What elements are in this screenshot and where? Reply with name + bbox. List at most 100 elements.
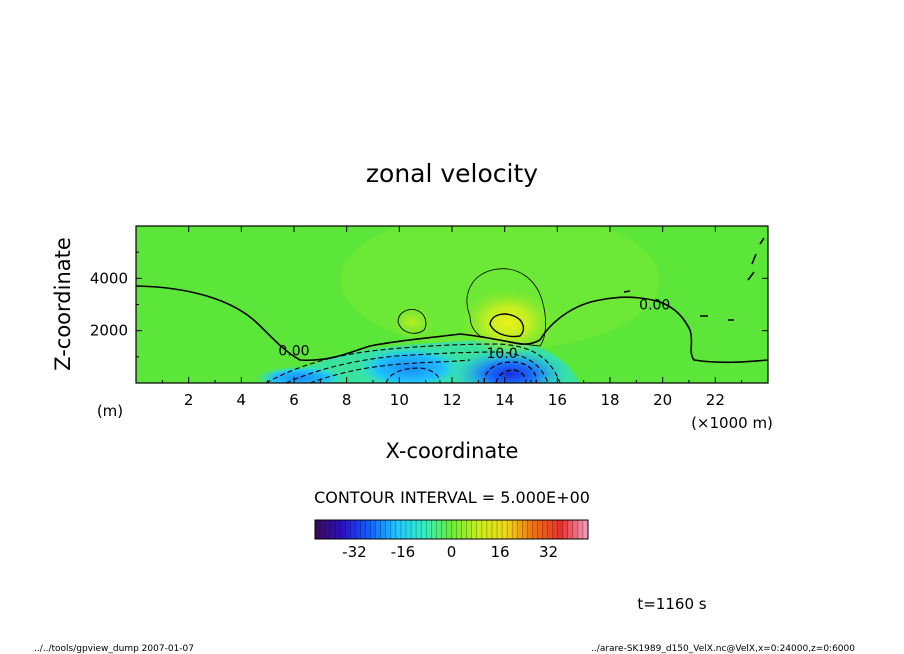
colorbar-cell — [481, 520, 488, 539]
colorbar-cell — [572, 520, 579, 539]
colorbar-cell — [476, 520, 483, 539]
colorbar-cell — [335, 520, 341, 539]
colorbar-cell — [451, 520, 457, 539]
colorbar-cell — [522, 520, 528, 539]
x-tick-label: 2 — [184, 391, 194, 409]
colorbar-tick-label: 32 — [539, 543, 558, 561]
contour-negative-1 — [265, 343, 561, 383]
colorbar-cell — [491, 520, 498, 539]
colorbar-cell — [345, 520, 351, 539]
colorbar-cell — [370, 520, 376, 539]
colorbar-tick-label: 16 — [490, 543, 509, 561]
colorbar-cell — [355, 520, 361, 539]
shade-min-mid — [355, 346, 465, 383]
colorbar-cell — [577, 520, 584, 539]
contour-negative-6 — [385, 367, 441, 383]
colorbar-frame — [314, 519, 589, 540]
footer-left: ../../tools/gpview_dump 2007-01-07 — [34, 644, 194, 654]
x-tick-label: 4 — [237, 391, 247, 409]
y-axis-unit: (m) — [97, 402, 123, 420]
contour-labels: 0.00 0.00 10.0 — [278, 298, 670, 362]
colorbar-cell — [411, 520, 417, 539]
x-tick-label: 10 — [390, 391, 409, 409]
colorbar-cell — [330, 520, 336, 539]
contour-negative-4 — [483, 361, 537, 383]
shade-min-east — [450, 348, 570, 383]
y-tick-label: 2000 — [90, 322, 128, 340]
colorbar-tick-label: -16 — [391, 543, 416, 561]
colorbar-cell — [562, 520, 569, 539]
colorbar-cell — [385, 520, 392, 539]
colorbar-cell — [436, 520, 442, 539]
x-axis-ticks: 2 4 6 8 10 12 14 16 18 20 22 — [161, 226, 743, 409]
colorbar-cell — [421, 520, 427, 539]
colorbar-tick-label: -32 — [342, 543, 367, 561]
colorbar-cell — [471, 520, 478, 539]
colorbar-cell — [350, 520, 356, 539]
colorbar-cell — [567, 520, 574, 539]
colorbar-cell — [507, 520, 513, 539]
colorbar-cell — [527, 520, 533, 539]
x-tick-label: 18 — [600, 391, 619, 409]
contour-positive-east — [466, 268, 546, 347]
colorbar-cell — [325, 520, 331, 539]
colorbar-cell — [426, 520, 432, 539]
colorbar-cell — [320, 520, 326, 539]
colorbar-cell — [502, 520, 508, 539]
contour-positive-west — [397, 309, 427, 334]
x-tick-label: 20 — [653, 391, 672, 409]
colorbar-cell — [497, 520, 503, 539]
colorbar-cell — [380, 520, 387, 539]
colorbar-cell — [532, 520, 538, 539]
x-tick-label: 12 — [442, 391, 461, 409]
colorbar-cell — [547, 520, 553, 539]
colorbar-cell — [446, 520, 452, 539]
colorbar-cell — [537, 520, 543, 539]
contour-negative-2 — [285, 351, 549, 383]
colorbar-cell — [456, 520, 462, 539]
chart-title: zonal velocity — [366, 159, 538, 188]
colorbar-cell — [466, 520, 473, 539]
colorbar-cell — [400, 520, 407, 539]
colorbar-cell — [416, 520, 422, 539]
shade-min-west — [255, 366, 345, 383]
x-tick-label: 6 — [289, 391, 299, 409]
colorbar-cell — [582, 520, 589, 539]
colorbar-cell — [441, 520, 447, 539]
colorbar-cell — [375, 520, 382, 539]
colorbar-cell — [360, 520, 366, 539]
colorbar-cell — [542, 520, 548, 539]
colorbar-cell — [552, 520, 558, 539]
contour-label: 0.00 — [639, 298, 670, 314]
colorbar-tick-label: 0 — [447, 543, 457, 561]
colorbar-cell — [406, 520, 412, 539]
contour-zero-speck-1 — [623, 237, 765, 321]
colorbar-cell — [340, 520, 346, 539]
contour-zero-east — [539, 296, 768, 364]
contour-label: 0.00 — [278, 343, 309, 359]
colorbar-cell — [557, 520, 564, 539]
x-tick-label: 8 — [342, 391, 352, 409]
y-axis-label: Z-coordinate — [51, 237, 75, 371]
colorbar-ticks: -32 -16 0 16 32 — [342, 543, 558, 561]
shade-max-east — [460, 288, 556, 356]
x-tick-label: 22 — [706, 391, 725, 409]
colorbar — [314, 520, 589, 539]
y-tick-label: 4000 — [90, 269, 128, 287]
colorbar-cell — [431, 520, 437, 539]
x-axis-unit: (×1000 m) — [691, 414, 773, 432]
colorbar-cell — [390, 520, 397, 539]
contour-negative-3 — [309, 359, 471, 383]
colorbar-cell — [517, 520, 523, 539]
x-tick-label: 14 — [495, 391, 514, 409]
colorbar-cell — [461, 520, 467, 539]
footer-right: ../arare-SK1989_d150_VelX.nc@VelX,x=0:24… — [591, 644, 855, 654]
contour-zero-west — [136, 285, 541, 362]
x-axis-label: X-coordinate — [386, 439, 519, 463]
colorbar-cell — [395, 520, 402, 539]
y-axis-ticks: 2000 4000 — [90, 251, 768, 358]
colorbar-cell — [512, 520, 518, 539]
contour-interval-text: CONTOUR INTERVAL = 5.000E+00 — [314, 488, 590, 507]
time-stamp: t=1160 s — [637, 595, 706, 613]
